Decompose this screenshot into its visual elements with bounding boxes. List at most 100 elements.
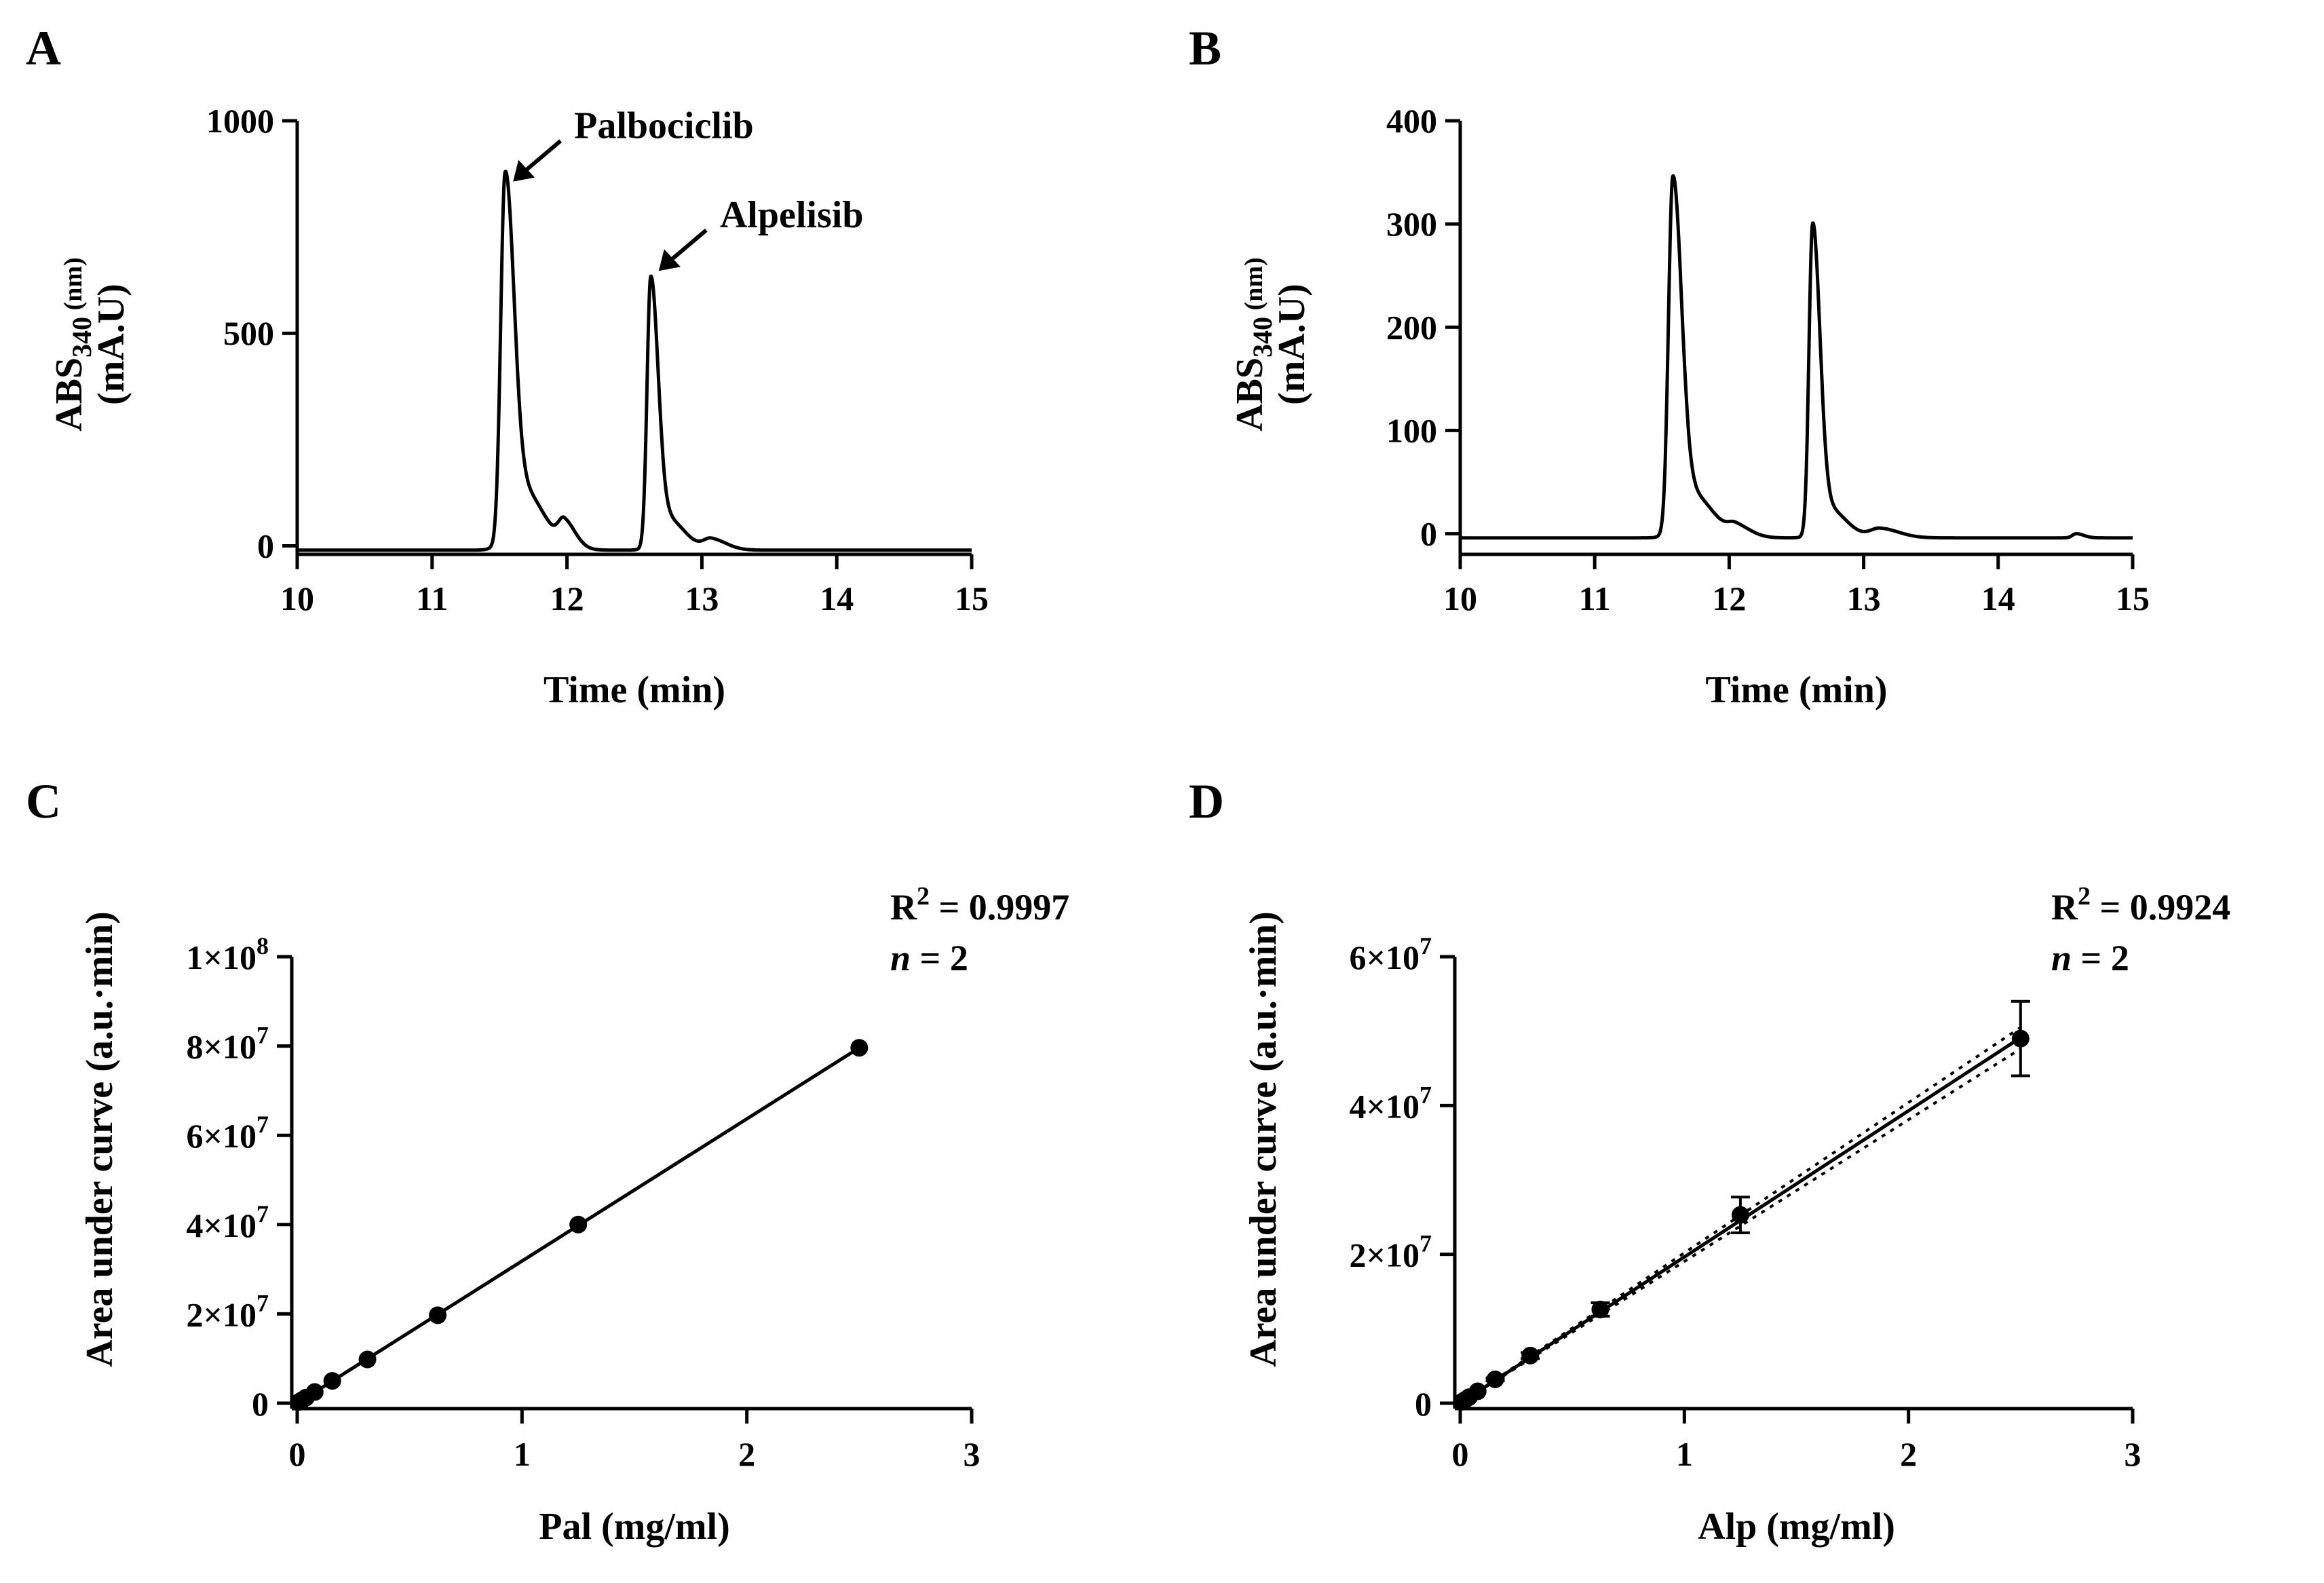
y-tick-times: ×10 bbox=[1367, 1087, 1420, 1125]
x-tick-label: 15 bbox=[955, 579, 989, 617]
x-tick-label: 14 bbox=[1981, 579, 2015, 617]
y-axis-title: ABS340 (nm) bbox=[48, 257, 97, 432]
x-tick-label: 15 bbox=[2116, 579, 2150, 617]
data-point bbox=[1521, 1346, 1540, 1365]
y-tick-exponent: 7 bbox=[1420, 1081, 1432, 1108]
data-point bbox=[358, 1350, 377, 1369]
chromatogram-panel-b: B 10 11 12 13 14 15 0 100 200 300 400 Time (min) ABS3… bbox=[1189, 21, 2150, 711]
r-squared-value: = 0.9924 bbox=[2091, 887, 2230, 928]
chromatogram-trace bbox=[296, 170, 973, 552]
x-axis-title: Pal (mg/ml) bbox=[539, 1506, 729, 1548]
n-label: n = 2 bbox=[890, 938, 968, 978]
x-tick-label: 1 bbox=[1676, 1435, 1693, 1473]
y-tick-exponent: 7 bbox=[1420, 1230, 1432, 1257]
x-tick-label: 11 bbox=[1579, 579, 1611, 617]
y-tick-exponent: 8 bbox=[256, 932, 269, 959]
data-point bbox=[850, 1039, 869, 1057]
panel-letter: B bbox=[1189, 21, 1221, 75]
data-point bbox=[1731, 1206, 1749, 1224]
y-axis-title-line2: (mA.U) bbox=[90, 284, 132, 405]
y-axis-title-subscript: 340 bbox=[1247, 317, 1278, 358]
chromatogram-trace bbox=[1459, 174, 2134, 540]
x-tick-label: 0 bbox=[1452, 1435, 1469, 1473]
x-tick-label: 0 bbox=[289, 1435, 306, 1473]
x-tick-label: 2 bbox=[738, 1435, 755, 1473]
y-tick-times: ×10 bbox=[204, 938, 257, 976]
data-point bbox=[305, 1383, 324, 1401]
annotation-arrow-head bbox=[658, 249, 681, 271]
y-tick-mantissa: 4 bbox=[1350, 1087, 1367, 1125]
y-tick-label: 400 bbox=[1386, 102, 1437, 140]
r-squared-label: R2 = 0.9924 bbox=[2051, 882, 2230, 928]
y-tick-times: ×10 bbox=[1367, 1236, 1420, 1274]
y-tick-exponent: 7 bbox=[1420, 932, 1432, 959]
y-tick-mantissa: 0 bbox=[252, 1385, 269, 1423]
peak-annotation: Palbociclib bbox=[574, 105, 753, 147]
y-tick-times: ×10 bbox=[1367, 938, 1420, 976]
x-tick-label: 14 bbox=[820, 579, 854, 617]
x-axis-title: Time (min) bbox=[544, 669, 725, 711]
y-axis-title-main: ABS bbox=[1229, 358, 1271, 432]
y-axis-title-unit: (nm) bbox=[1240, 257, 1268, 317]
y-tick-label: 4×107 bbox=[1350, 1081, 1432, 1125]
x-tick-label: 12 bbox=[550, 579, 584, 617]
r-squared-prefix: R bbox=[890, 887, 917, 928]
y-tick-label: 4×107 bbox=[187, 1200, 269, 1244]
y-tick-exponent: 7 bbox=[256, 1111, 269, 1138]
data-point bbox=[2011, 1029, 2030, 1048]
r-squared-superscript: 2 bbox=[917, 882, 930, 911]
data-point bbox=[429, 1306, 447, 1324]
y-tick-label: 300 bbox=[1386, 205, 1437, 243]
x-axis-title: Alp (mg/ml) bbox=[1698, 1506, 1895, 1548]
y-axis-title: Area under curve (a.u.·min) bbox=[1242, 911, 1284, 1367]
panel-letter: C bbox=[26, 774, 61, 828]
y-tick-exponent: 7 bbox=[256, 1200, 269, 1227]
chromatogram-panel-a: A 10 11 12 13 14 15 0 500 1000 Palbociclib Alpelisi… bbox=[26, 21, 989, 711]
y-tick-label: 0 bbox=[257, 527, 274, 565]
n-value: = 2 bbox=[2072, 938, 2129, 978]
y-axis-title-main: ABS bbox=[48, 358, 90, 432]
panel-letter: D bbox=[1189, 774, 1224, 828]
x-tick-label: 13 bbox=[1847, 579, 1881, 617]
y-tick-times: ×10 bbox=[204, 1206, 257, 1244]
r-squared-label: R2 = 0.9997 bbox=[890, 882, 1069, 928]
annotation-arrow-line bbox=[524, 139, 563, 172]
y-tick-label: 1000 bbox=[206, 102, 274, 140]
y-tick-exponent: 7 bbox=[256, 1289, 269, 1316]
y-tick-label: 0 bbox=[1420, 515, 1437, 553]
y-tick-times: ×10 bbox=[204, 1117, 257, 1155]
y-tick-times: ×10 bbox=[204, 1295, 257, 1333]
y-axis-title: Area under curve (a.u.·min) bbox=[79, 911, 121, 1367]
y-tick-label: 8×107 bbox=[187, 1022, 269, 1066]
ci-lower-line bbox=[1459, 1048, 2021, 1405]
annotation-arrow-line bbox=[669, 228, 708, 262]
panel-letter: A bbox=[26, 21, 61, 75]
data-point bbox=[323, 1372, 341, 1390]
x-tick-label: 3 bbox=[964, 1435, 980, 1473]
y-tick-exponent: 7 bbox=[256, 1022, 269, 1049]
x-tick-label: 12 bbox=[1712, 579, 1746, 617]
r-squared-prefix: R bbox=[2051, 887, 2078, 928]
data-point bbox=[569, 1215, 588, 1234]
y-tick-mantissa: 8 bbox=[187, 1028, 204, 1066]
y-tick-mantissa: 6 bbox=[1350, 938, 1367, 976]
y-tick-label: 0 bbox=[252, 1385, 269, 1423]
n-symbol: n bbox=[2051, 938, 2072, 978]
y-tick-label: 1×108 bbox=[187, 932, 269, 976]
y-tick-label: 2×107 bbox=[187, 1289, 269, 1333]
y-tick-label: 200 bbox=[1386, 308, 1437, 346]
y-tick-label: 6×107 bbox=[1350, 932, 1432, 976]
annotation-arrow-head bbox=[513, 159, 535, 182]
x-tick-label: 3 bbox=[2125, 1435, 2141, 1473]
y-tick-mantissa: 0 bbox=[1415, 1385, 1432, 1423]
data-point bbox=[1591, 1300, 1609, 1318]
y-tick-label: 100 bbox=[1386, 411, 1437, 449]
data-point bbox=[1468, 1382, 1487, 1400]
n-symbol: n bbox=[890, 938, 911, 978]
y-axis-title-unit: (nm) bbox=[59, 257, 88, 317]
y-tick-mantissa: 2 bbox=[187, 1295, 204, 1333]
y-tick-label: 6×107 bbox=[187, 1111, 269, 1155]
